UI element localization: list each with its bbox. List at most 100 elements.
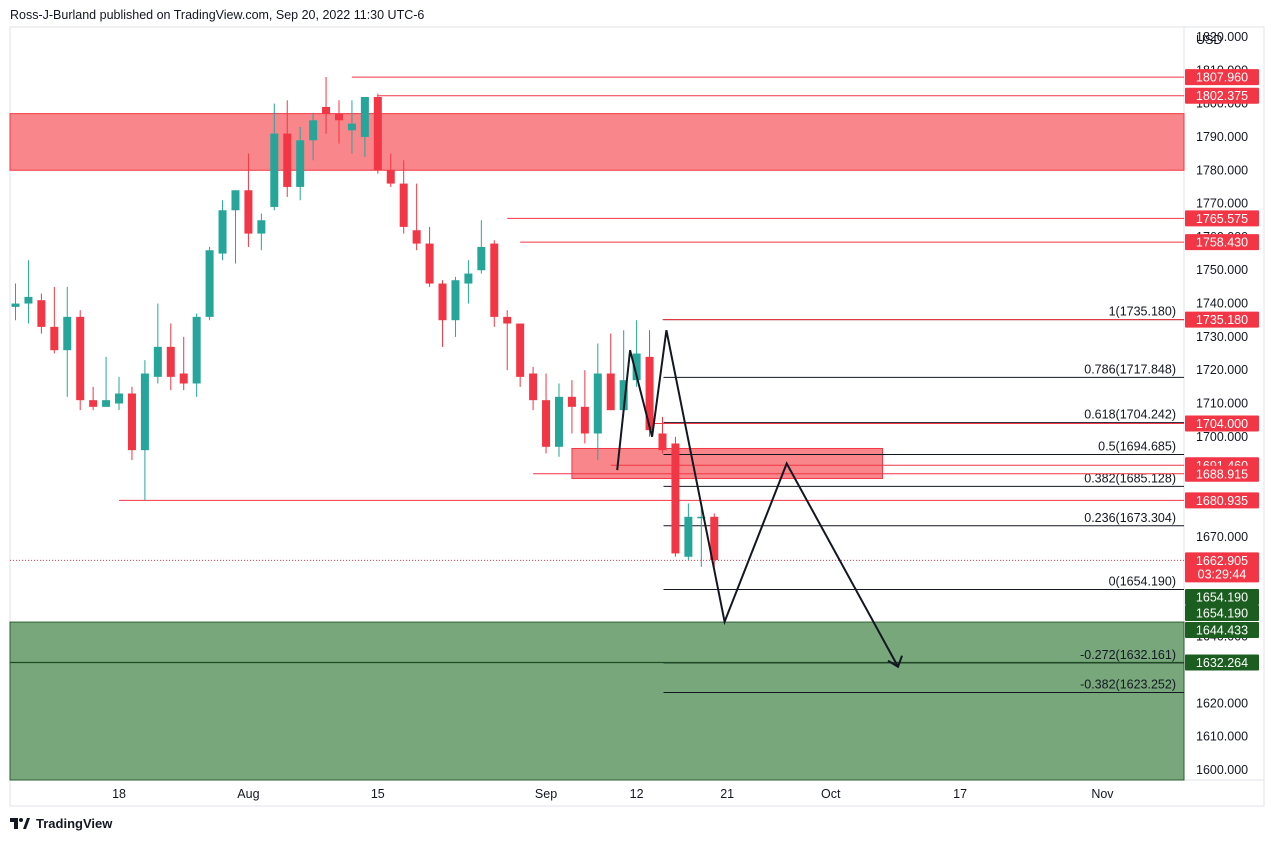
y-tick-label: 1740.000 — [1196, 297, 1248, 311]
candle-body — [554, 396, 563, 447]
candle-body — [153, 346, 162, 377]
candle-body — [464, 273, 473, 284]
price-level-badge: 1704.000 — [1196, 417, 1248, 431]
fib-level-label: 1(1735.180) — [1109, 305, 1176, 319]
candle-body — [645, 356, 654, 431]
candle-body — [11, 303, 20, 307]
candle-body — [24, 296, 33, 304]
y-tick-label: 1750.000 — [1196, 263, 1248, 277]
y-tick-label: 1820.000 — [1196, 30, 1248, 44]
y-tick-label: 1720.000 — [1196, 363, 1248, 377]
candle-body — [399, 183, 408, 227]
candle-body — [606, 373, 615, 411]
candle-body — [619, 380, 628, 411]
candle-body — [322, 106, 331, 114]
candle-body — [37, 300, 46, 327]
support-badge: 1654.190 — [1196, 607, 1248, 621]
x-tick-label: Oct — [821, 787, 841, 801]
fib-level-label: -0.382(1623.252) — [1080, 678, 1176, 692]
x-tick-label: 17 — [953, 787, 967, 801]
price-level-badge: 1765.575 — [1196, 212, 1248, 226]
candle-body — [347, 123, 356, 131]
candle-body — [166, 346, 175, 377]
candle-body — [179, 373, 188, 384]
support-badge-bg — [1185, 605, 1259, 621]
x-tick-label: 15 — [371, 787, 385, 801]
candle-body — [632, 353, 641, 381]
candle-body — [580, 406, 589, 434]
projection-path — [616, 330, 899, 668]
fib-level-label: 0.236(1673.304) — [1084, 511, 1176, 525]
candle-body — [140, 373, 149, 451]
price-level-badge-bg — [1185, 465, 1259, 482]
candle-body — [50, 326, 59, 351]
projection-arrowhead-icon — [887, 655, 903, 669]
price-level-badge-bg — [1185, 87, 1259, 104]
candle-body — [127, 393, 136, 451]
support-badge-bg — [1185, 622, 1259, 638]
candle-body — [218, 210, 227, 254]
tradingview-brand: TradingView — [36, 816, 113, 831]
candle-body — [270, 133, 279, 207]
candle-body — [244, 190, 253, 234]
candle-body — [360, 96, 369, 137]
candle-body — [710, 516, 719, 561]
candle-body — [257, 220, 266, 234]
fib-level-label: 0.618(1704.242) — [1084, 408, 1176, 422]
candle-body — [386, 170, 395, 184]
candle-body — [296, 140, 305, 187]
price-level-badge: 1735.180 — [1196, 313, 1248, 327]
candle-body — [309, 120, 318, 141]
target-badge: 1632.264 — [1196, 656, 1248, 670]
current-price-badge: 1662.905 — [1196, 554, 1248, 568]
candle-body — [192, 316, 201, 384]
support-badge: 1654.190 — [1196, 591, 1248, 605]
candle-body — [593, 373, 602, 434]
y-tick-label: 1620.000 — [1196, 696, 1248, 710]
y-tick-label: 1710.000 — [1196, 397, 1248, 411]
candle-body — [516, 323, 525, 377]
y-tick-label: 1790.000 — [1196, 130, 1248, 144]
fib-level-label: -0.272(1632.161) — [1080, 648, 1176, 662]
candle-body — [503, 316, 512, 324]
x-tick-label: Aug — [237, 787, 259, 801]
candle-body — [477, 246, 486, 271]
price-level-badge: 1802.375 — [1196, 89, 1248, 103]
y-tick-label: 1600.000 — [1196, 763, 1248, 777]
price-level-badge-bg — [1185, 492, 1259, 509]
support-badge-bg — [1185, 589, 1259, 605]
resistance-zone — [9, 113, 1185, 171]
x-tick-label: 12 — [630, 787, 644, 801]
price-level-badge-bg — [1185, 69, 1259, 86]
fib-level-label: 0(1654.190) — [1109, 574, 1176, 588]
candle-body — [684, 516, 693, 557]
candle-body — [89, 400, 98, 407]
candle-body — [231, 190, 240, 211]
currency-label: USD — [1196, 33, 1222, 47]
candle-body — [529, 373, 538, 401]
candle-body — [205, 250, 214, 317]
y-tick-label: 1610.000 — [1196, 730, 1248, 744]
price-level-badge-bg — [1185, 210, 1259, 227]
tradingview-logo[interactable]: TradingView — [10, 816, 112, 831]
target-badge-bg — [1185, 654, 1259, 671]
candle-body — [671, 443, 680, 554]
candle-body — [490, 243, 499, 317]
plot-frame — [9, 26, 1265, 807]
bar-countdown-badge: 03:29:44 — [1198, 567, 1247, 581]
y-tick-label: 1780.000 — [1196, 163, 1248, 177]
candle-body — [63, 316, 72, 351]
candle-body — [658, 433, 667, 451]
y-tick-label: 1770.000 — [1196, 197, 1248, 211]
y-tick-label: 1670.000 — [1196, 530, 1248, 544]
fib-level-label: 0.5(1694.685) — [1098, 440, 1176, 454]
fib-level-label: 0.786(1717.848) — [1084, 362, 1176, 376]
x-tick-label: Sep — [535, 787, 557, 801]
candle-body — [115, 393, 124, 404]
candle-body — [567, 396, 576, 407]
candle-body — [697, 516, 706, 519]
candle-body — [283, 133, 292, 187]
candle-body — [76, 316, 85, 401]
candle-body — [438, 283, 447, 321]
